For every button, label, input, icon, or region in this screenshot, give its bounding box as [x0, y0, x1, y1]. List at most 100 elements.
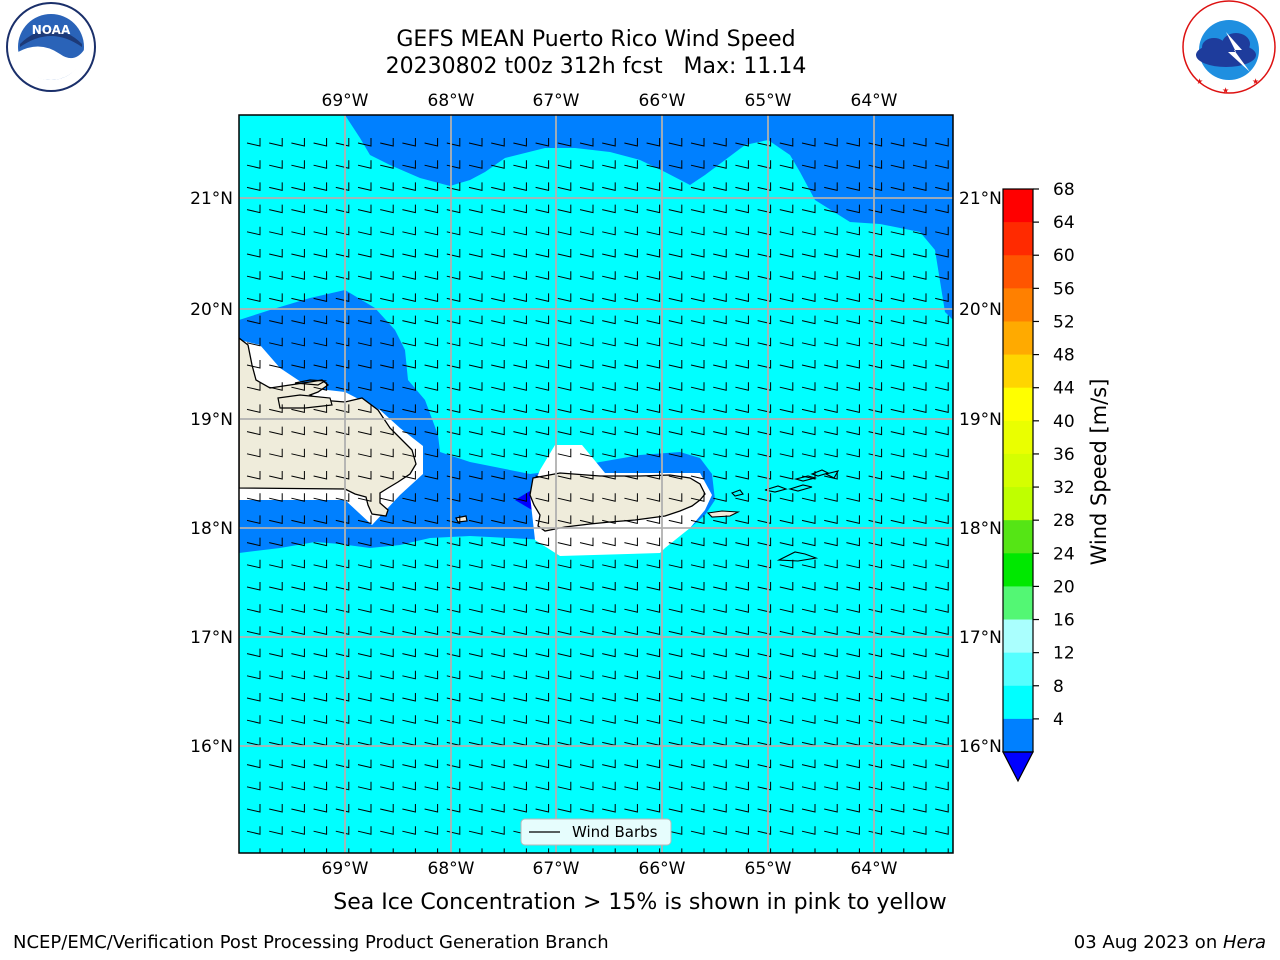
- wind-barb: [535, 271, 550, 280]
- wind-barb: [468, 559, 483, 569]
- wind-barb: [912, 804, 927, 813]
- wind-barb: [779, 382, 794, 391]
- wind-barb: [313, 337, 328, 347]
- wind-barb: [291, 337, 305, 347]
- wind-barb: [291, 426, 305, 436]
- wind-barb: [246, 271, 261, 280]
- wind-barb: [912, 315, 927, 325]
- wind-barb: [424, 493, 439, 502]
- wind-barb: [801, 204, 816, 214]
- wind-barb: [913, 848, 927, 853]
- wind-barb: [358, 848, 372, 853]
- wind-barb: [690, 471, 705, 480]
- wind-barb: [935, 604, 949, 613]
- wind-barb: [557, 670, 572, 680]
- wind-barb: [890, 182, 905, 192]
- wind-barb: [335, 382, 350, 391]
- wind-barb: [779, 204, 794, 214]
- wind-barb: [624, 315, 638, 325]
- wind-barb: [824, 848, 838, 853]
- wind-barb: [735, 204, 749, 214]
- wind-barb: [824, 715, 838, 724]
- wind-barb: [713, 515, 727, 525]
- wind-barb: [735, 670, 749, 680]
- wind-barb: [291, 382, 305, 391]
- wind-barb: [335, 337, 350, 347]
- wind-barb: [335, 315, 350, 325]
- wind-barb: [890, 804, 905, 813]
- wind-barb: [735, 826, 749, 835]
- wind-barb: [735, 315, 749, 325]
- wind-barb: [291, 315, 305, 325]
- lon-label: 64°W: [851, 91, 898, 111]
- wind-barb: [824, 781, 838, 791]
- wind-barb: [579, 382, 594, 391]
- wind-barb: [313, 648, 328, 658]
- wind-barb: [402, 293, 416, 303]
- wind-barb: [291, 249, 305, 258]
- wind-barb: [846, 160, 860, 169]
- wind-barb: [557, 404, 572, 414]
- wind-barb: [269, 226, 283, 236]
- wind-barb: [935, 537, 949, 547]
- wind-barb: [801, 670, 816, 680]
- wind-barb: [357, 426, 372, 436]
- wind-barb: [912, 582, 927, 591]
- wind-barb: [402, 160, 416, 169]
- wind-barb: [668, 693, 683, 702]
- colorbar-tick-label: 56: [1053, 279, 1075, 299]
- wind-barb: [890, 404, 905, 414]
- wind-barb: [269, 604, 283, 613]
- wind-barb: [713, 537, 727, 547]
- wind-barb: [513, 360, 527, 369]
- wind-barb: [912, 226, 927, 236]
- wind-barb: [491, 471, 505, 480]
- wind-barb: [935, 559, 949, 569]
- wind-barb: [779, 715, 794, 724]
- lon-label: 69°W: [322, 859, 369, 879]
- wind-barb: [935, 848, 949, 853]
- wind-barb: [713, 226, 727, 236]
- colorbar-under-triangle: [1002, 751, 1034, 783]
- wind-barb: [868, 448, 883, 458]
- wind-barb: [557, 226, 572, 236]
- wind-barb: [269, 759, 283, 769]
- wind-barb: [912, 448, 927, 458]
- wind-barb: [291, 271, 305, 280]
- wind-barb: [668, 293, 683, 303]
- wind-barb: [491, 582, 505, 591]
- wind-barb: [735, 160, 749, 169]
- wind-barb: [491, 559, 505, 569]
- wind-barb: [424, 226, 439, 236]
- wind-barb: [690, 204, 705, 214]
- wind-barb: [557, 315, 572, 325]
- wind-barb: [779, 404, 794, 414]
- lat-labels-right: 21°N 20°N 19°N 18°N 17°N 16°N: [959, 189, 1002, 757]
- wind-barb: [624, 471, 638, 480]
- wind-barb: [557, 182, 572, 192]
- wind-barb: [535, 249, 550, 258]
- wind-barb: [757, 582, 772, 591]
- wind-barb: [757, 826, 772, 835]
- wind-barb: [424, 404, 439, 414]
- wind-barb: [535, 360, 550, 369]
- wind-barb: [380, 182, 394, 192]
- wind-barb: [801, 293, 816, 303]
- wind-barb: [757, 138, 772, 147]
- map-legend: Wind Barbs: [520, 818, 672, 846]
- wind-barb: [246, 293, 261, 303]
- wind-barb: [713, 626, 727, 636]
- wind-barb: [246, 426, 261, 436]
- wind-barb: [335, 804, 350, 813]
- wind-barb: [735, 448, 749, 458]
- wind-barb: [912, 249, 927, 258]
- wind-barb: [779, 648, 794, 658]
- wind-barb: [402, 626, 416, 636]
- wind-barb: [624, 138, 638, 147]
- wind-barb: [579, 493, 594, 502]
- wind-barb: [602, 160, 616, 169]
- wind-barb: [246, 471, 261, 480]
- wind-barb: [269, 160, 283, 169]
- wind-barb: [912, 626, 927, 636]
- wind-barb: [380, 293, 394, 303]
